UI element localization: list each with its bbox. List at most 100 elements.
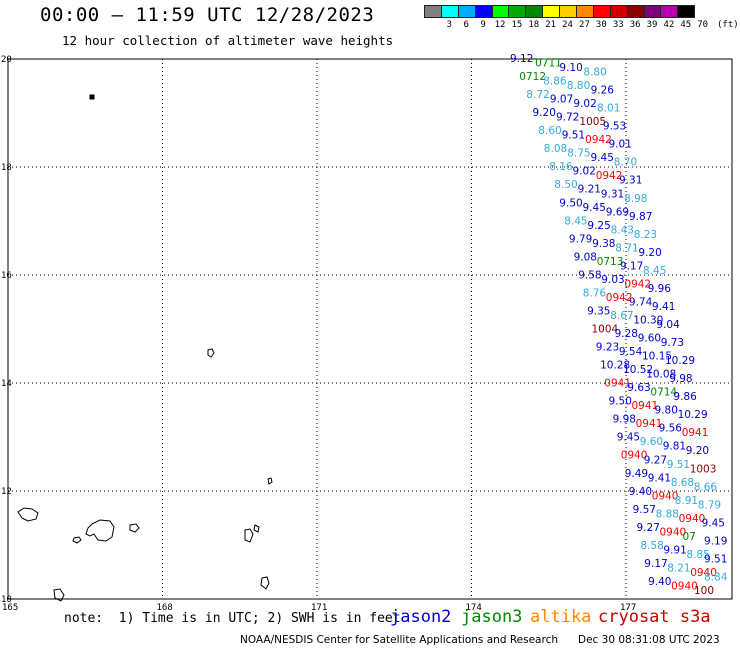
wave-height-value: 0941: [632, 400, 659, 412]
wave-height-value: 9.20: [638, 247, 661, 259]
map-frame: [7, 58, 733, 600]
longitude-label: 174: [466, 603, 482, 613]
wave-height-value: 9.04: [656, 319, 680, 331]
island-outlines: [17, 94, 273, 602]
latitude-labels: 20 18 16 14 12 10: [1, 55, 12, 605]
latitude-label: 10: [1, 595, 12, 605]
latitude-label: 20: [1, 55, 12, 65]
wave-height-value: 0940: [679, 513, 706, 525]
wave-height-value: 8.67: [610, 310, 633, 322]
wave-height-value: 8.16: [549, 161, 573, 173]
legend-jason2: jason2: [390, 607, 452, 627]
colorbar-label: 18: [528, 20, 540, 30]
wave-height-value: 9.10: [559, 62, 582, 74]
wave-height-value: 9.31: [601, 188, 624, 200]
wave-height-value: 9.07: [550, 94, 573, 106]
wave-height-value: 9.01: [609, 139, 632, 151]
wave-height-value: 9.28: [615, 328, 638, 340]
wave-height-value: 9.45: [591, 152, 614, 164]
colorbar-label: 12: [494, 20, 506, 30]
wave-height-value: 9.19: [704, 535, 727, 547]
wave-height-value: 9.98: [613, 414, 636, 426]
wave-height-value: 1005: [579, 116, 606, 128]
island: [85, 519, 115, 542]
wave-height-value: 9.73: [661, 337, 684, 349]
wave-height-value: 9.17: [644, 558, 667, 570]
wave-height-value: 9.50: [559, 197, 582, 209]
island: [72, 536, 82, 544]
wave-height-value: 8.60: [538, 125, 561, 137]
latitude-label: 14: [1, 379, 12, 389]
wave-height-value: 9.51: [704, 553, 727, 565]
wave-height-colorbar: [424, 5, 696, 18]
legend-cryosat-s3a: cryosat s3a: [598, 607, 711, 627]
wave-height-value: 10.52: [623, 364, 653, 376]
wave-height-value: 9.40: [629, 486, 652, 498]
colorbar-label: 21: [545, 20, 557, 30]
wave-height-value: 1004: [592, 324, 619, 336]
wave-height-value: 9.40: [648, 576, 671, 588]
wave-height-value: 8.23: [634, 229, 657, 241]
wave-height-value: 9.27: [637, 522, 660, 534]
wave-height-value: 0714: [650, 387, 677, 399]
wave-height-value: 9.74: [629, 297, 653, 309]
map-subtitle: 12 hour collection of altimeter wave hei…: [62, 33, 394, 48]
wave-height-value: 9.12: [510, 53, 533, 65]
wave-height-value: 9.51: [667, 459, 690, 471]
wave-height-value: 9.02: [573, 98, 596, 110]
wave-height-value: 9.79: [569, 233, 592, 245]
wave-height-value: 8.91: [675, 495, 698, 507]
wave-height-value: 9.03: [601, 274, 624, 286]
wave-height-value: 9.45: [617, 432, 640, 444]
wave-height-value: 0712: [519, 71, 546, 83]
wave-height-value: 8.45: [643, 265, 666, 277]
colorbar-label: 24: [562, 20, 573, 30]
wave-height-value: 8.66: [694, 481, 718, 493]
latitude-label: 18: [1, 163, 12, 173]
wave-height-value: 0942: [624, 278, 651, 290]
latitude-label: 12: [1, 487, 12, 497]
island: [129, 523, 140, 533]
wave-height-value: 0940: [660, 526, 687, 538]
wave-height-value: 0940: [671, 581, 698, 593]
wave-height-value: 9.50: [609, 396, 632, 408]
wave-height-value: 8.71: [615, 242, 638, 254]
colorbar-label: 42: [663, 20, 675, 30]
wave-height-value: 8.43: [611, 224, 634, 236]
legend-altika: altika: [530, 607, 592, 627]
island: [89, 94, 95, 100]
wave-height-value: 8.50: [554, 179, 577, 191]
wave-height-value: 9.45: [702, 517, 725, 529]
wave-height-value: 9.08: [574, 251, 597, 263]
wave-height-value: 0941: [682, 427, 709, 439]
wave-height-value: 9.98: [669, 373, 692, 385]
wave-height-value: 8.70: [614, 157, 637, 169]
wave-height-value: 9.41: [648, 472, 671, 484]
wave-height-value: 9.96: [648, 283, 672, 295]
lat-lon-grid: [8, 59, 732, 599]
wave-height-value: 9.56: [659, 423, 683, 435]
credit-text: NOAA/NESDIS Center for Satellite Applica…: [240, 634, 558, 646]
wave-height-value: 0711: [535, 58, 562, 70]
wave-height-value: 9.91: [663, 544, 686, 556]
colorbar-label: 39: [646, 20, 658, 30]
wave-height-value: 9.60: [638, 333, 661, 345]
wave-height-value: 0942: [596, 170, 623, 182]
wave-height-value: 9.58: [578, 269, 601, 281]
wave-height-value: 8.84: [704, 572, 728, 584]
wave-height-value: 9.20: [533, 107, 556, 119]
wave-height-value: 9.17: [620, 260, 643, 272]
colorbar-unit: (ft): [717, 20, 739, 30]
colorbar-label: 36: [629, 20, 641, 30]
wave-height-value: 0942: [585, 134, 612, 146]
wave-height-value: 10.08: [646, 369, 676, 381]
longitude-labels: 165 168 171 174 177: [2, 603, 636, 613]
colorbar-label: 15: [511, 20, 523, 30]
colorbar-label: 9: [480, 20, 486, 30]
wave-height-value: 9.80: [655, 405, 678, 417]
wave-height-value: 9.20: [686, 445, 709, 457]
wave-height-value: 9.02: [573, 166, 596, 178]
wave-height-value: 8.80: [583, 67, 606, 79]
wave-height-value: 07: [683, 531, 696, 543]
